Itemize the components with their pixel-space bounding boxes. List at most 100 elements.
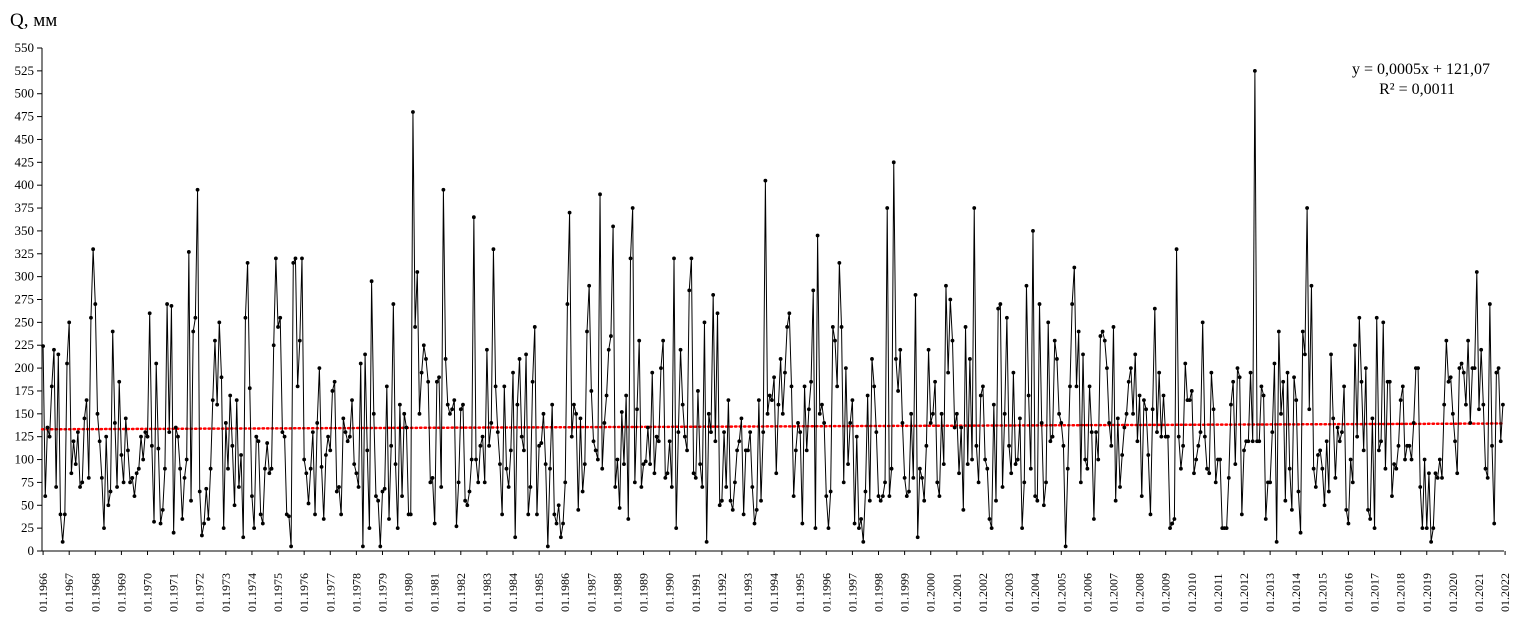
data-point [1057,411,1061,416]
data-point [1148,512,1153,517]
data-point [1009,471,1014,476]
data-point [491,247,496,252]
data-point [1400,384,1405,389]
data-point [532,325,537,329]
data-point [622,462,626,467]
data-point [1268,480,1273,485]
data-point [619,410,624,414]
data-point [1381,320,1386,325]
data-point [593,448,598,453]
data-point [1144,407,1149,412]
data-point [461,402,465,407]
data-point [1235,366,1240,370]
y-tick-label: 225 [15,337,35,352]
data-point [939,411,944,416]
data-point [358,361,363,366]
x-tick-label: 01.2015 [1315,573,1329,612]
data-point [411,110,415,114]
data-point [361,544,365,549]
data-point [1305,206,1310,210]
data-point [770,398,774,402]
data-point [1087,384,1092,389]
data-point [746,448,750,453]
data-point [1226,475,1231,480]
x-tick-label: 01.2020 [1446,573,1460,612]
data-point [1046,320,1051,325]
data-point [1065,466,1070,471]
data-point [643,459,648,464]
data-point [126,448,130,453]
data-point [774,471,779,476]
x-tick-label: 01.2008 [1133,573,1147,612]
data-point [611,224,615,229]
data-point [95,411,100,416]
data-point [663,475,668,480]
data-point [907,489,911,494]
data-point [221,526,226,531]
data-point [944,283,948,288]
data-point [1363,366,1368,370]
data-point [256,439,261,444]
data-point [1350,480,1355,485]
data-point [180,517,185,521]
data-point [254,434,259,439]
data-point [1168,526,1172,531]
data-point [1096,457,1101,462]
data-point [408,512,413,517]
series-group [41,68,1505,549]
data-point [554,521,559,526]
data-point [195,187,200,192]
data-point [467,489,472,494]
data-point [313,512,317,517]
data-point [1028,466,1033,471]
data-point [535,512,539,517]
data-point [1468,421,1473,425]
data-point [1498,439,1503,444]
data-point [1398,398,1403,402]
data-point [389,443,394,448]
data-point [913,293,918,297]
data-point [1183,361,1188,366]
data-point [1011,370,1016,375]
data-point [902,475,907,480]
data-point [946,370,951,375]
data-point [293,256,298,261]
data-point [1344,507,1349,512]
data-point [178,466,183,471]
data-point [981,384,985,389]
data-point [1142,398,1146,402]
y-tick-label: 125 [15,429,35,444]
data-point [765,411,770,416]
data-point [387,517,391,521]
x-tick-label: 01.2022 [1498,573,1512,612]
data-point [704,539,709,544]
data-point [937,494,942,499]
x-tick-label: 01.2001 [950,573,964,612]
data-point [102,526,106,531]
data-point [504,466,509,471]
data-point [885,206,890,210]
data-point [682,434,687,439]
data-point [602,421,607,425]
x-tick-label: 01.1969 [114,573,128,612]
data-point [82,416,87,421]
data-point [922,498,927,503]
data-point [482,480,487,485]
data-point [1044,480,1048,485]
data-point [700,485,705,489]
data-point [350,398,354,402]
x-tick-label: 01.1997 [845,573,859,612]
data-point [1274,539,1279,544]
x-tick-label: 01.2018 [1394,573,1408,612]
data-point [62,512,67,517]
x-tick-label: 01.1985 [532,573,546,612]
data-point [339,512,344,517]
data-point [1496,366,1501,370]
data-point [1261,393,1266,398]
data-point [678,347,683,352]
trendline-equation: y = 0,0005x + 121,07 [1352,61,1490,78]
data-point [354,471,359,476]
data-point [197,489,202,494]
data-point [356,485,361,489]
data-point [204,486,209,491]
